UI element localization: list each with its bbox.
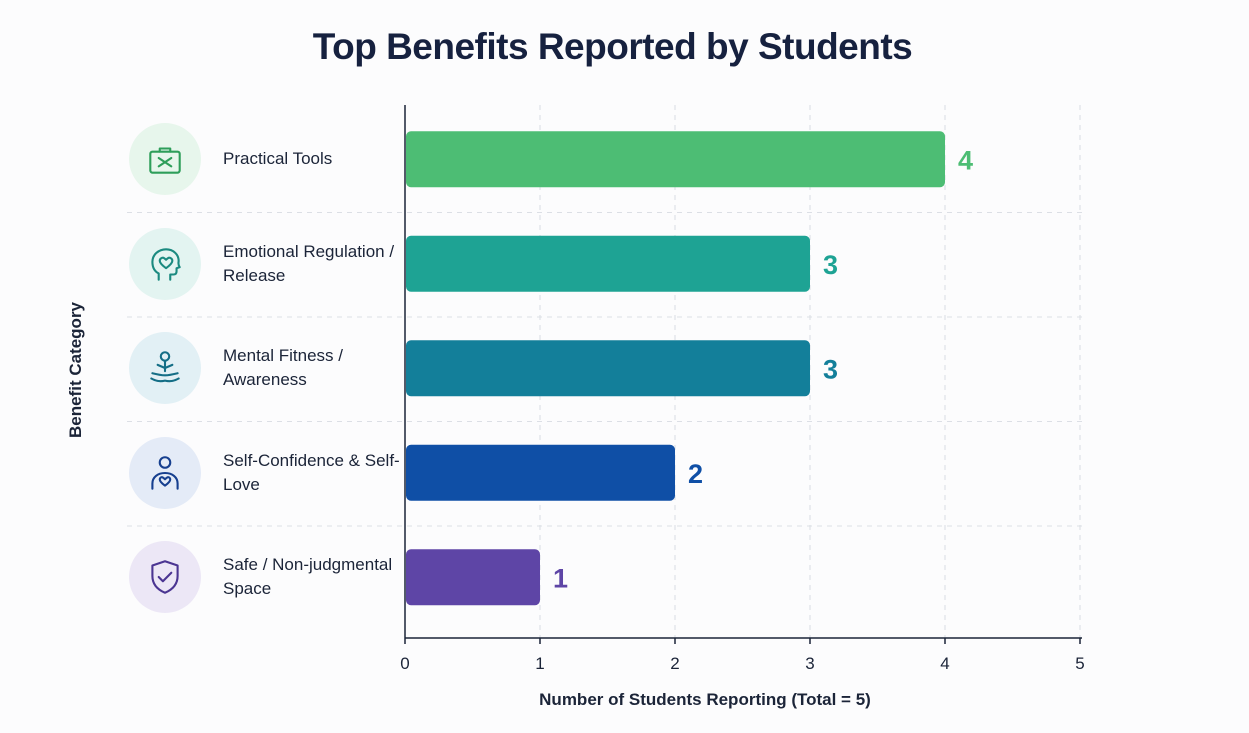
category-label: Practical Tools (223, 149, 333, 169)
meditation-icon (129, 332, 201, 405)
head-heart-icon (129, 227, 201, 300)
bar-value-label: 3 (823, 250, 838, 280)
category-label: Safe / Non-judgmental Space (223, 555, 393, 599)
x-tick-label: 4 (940, 654, 949, 673)
x-tick-label: 5 (1075, 654, 1084, 673)
bar-value-label: 2 (688, 459, 703, 489)
bar (406, 340, 810, 397)
bar-value-label: 3 (823, 354, 838, 384)
x-tick-label: 1 (535, 654, 544, 673)
shield-check-icon (129, 541, 201, 614)
x-axis-label: Number of Students Reporting (Total = 5) (539, 690, 871, 709)
bar (406, 549, 540, 606)
category-label: Mental Fitness / Awareness (223, 346, 343, 390)
toolbox-icon (129, 123, 201, 196)
category-label: Self-Confidence & Self-Love (223, 450, 400, 494)
x-tick-label: 2 (670, 654, 679, 673)
bar (406, 444, 675, 501)
chart-title: Top Benefits Reported by Students (312, 26, 913, 67)
person-heart-icon (129, 436, 201, 509)
bar (406, 131, 945, 188)
x-tick-label: 0 (400, 654, 409, 673)
bar-value-label: 1 (553, 563, 568, 593)
x-tick-label: 3 (805, 654, 814, 673)
bar-value-label: 4 (958, 145, 973, 175)
bar (406, 235, 810, 292)
category-label: Emotional Regulation / Release (223, 241, 395, 285)
